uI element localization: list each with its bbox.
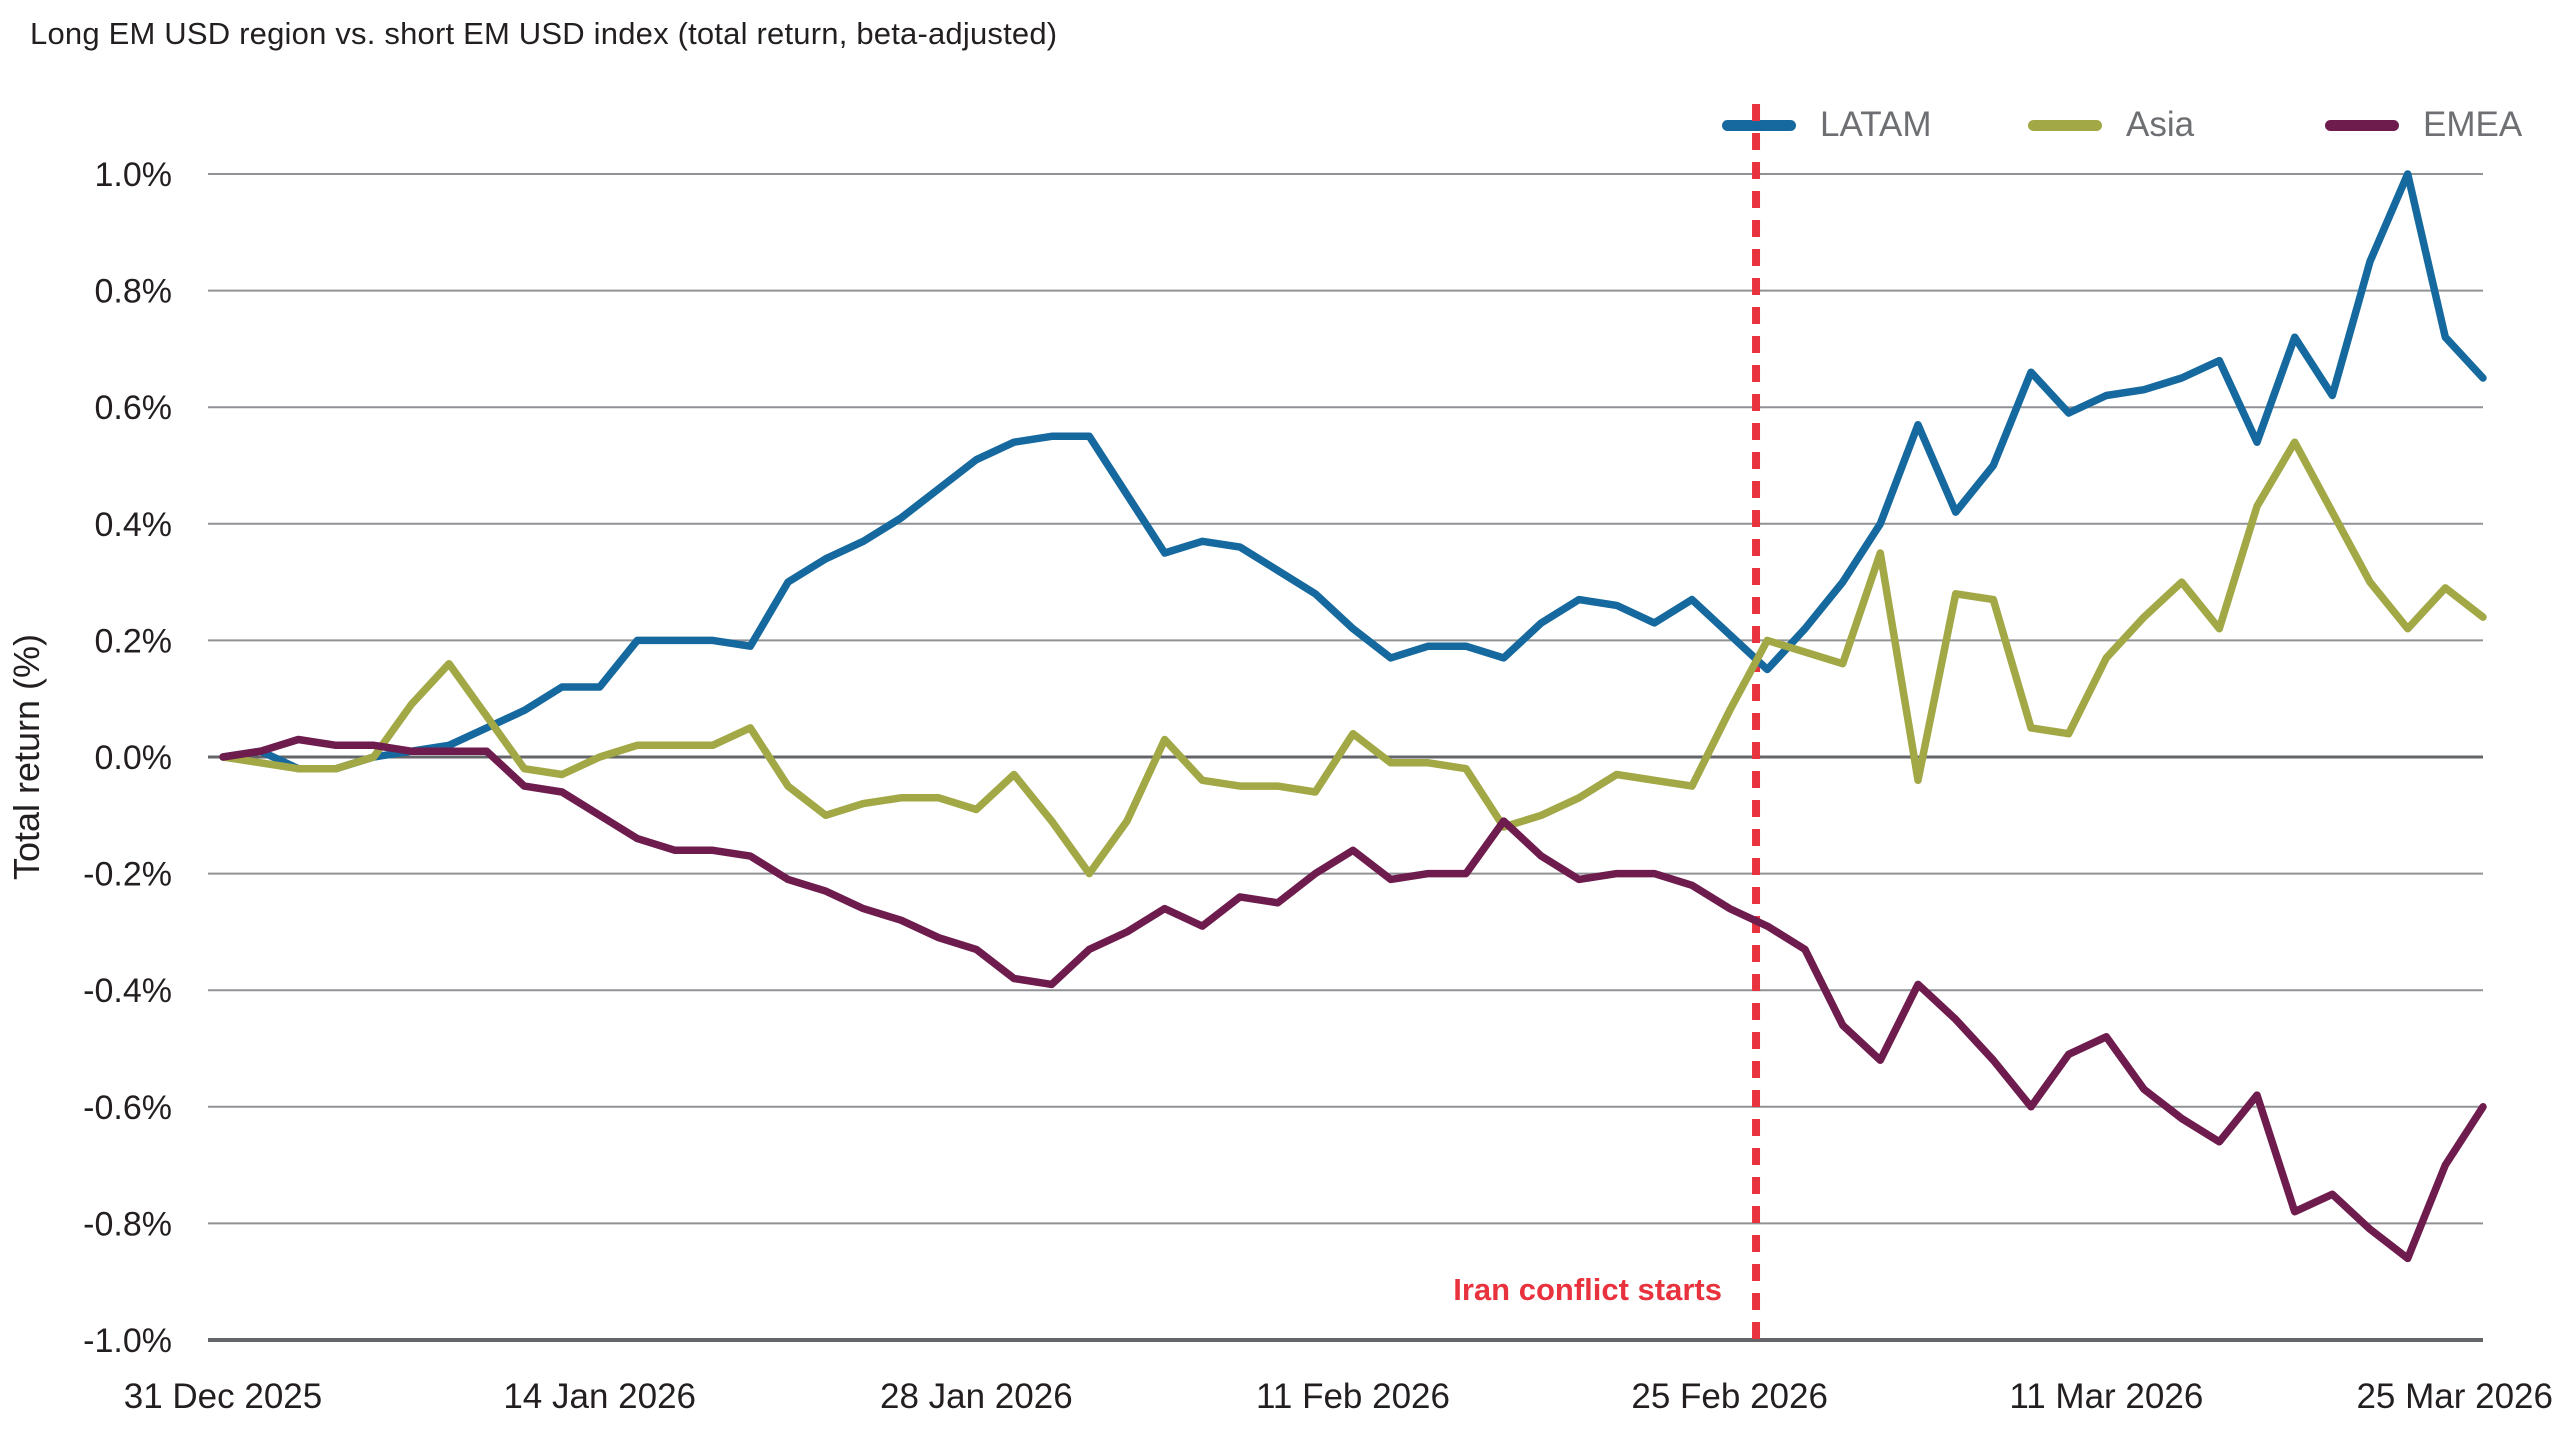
x-tick-label: 25 Feb 2026 [1631,1377,1828,1416]
y-tick-label: 0.8% [95,273,173,311]
x-tick-label: 11 Feb 2026 [1256,1377,1450,1416]
y-tick-label: 0.2% [95,622,173,660]
legend-label-emea: EMEA [2423,105,2523,144]
legend-label-asia: Asia [2126,105,2195,144]
chart-title: Long EM USD region vs. short EM USD inde… [30,16,1058,51]
legend-item-asia: Asia [2028,103,2194,147]
series-line-emea [219,735,2487,1263]
legend-swatch-emea-icon [2325,119,2399,131]
y-tick-label: -0.4% [83,972,172,1010]
y-tick-label: -0.8% [83,1205,172,1243]
x-tick-label: 25 Mar 2026 [2356,1377,2553,1416]
y-tick-label: 0.4% [95,506,173,544]
y-tick-label: 0.0% [95,739,173,777]
y-tick-label: -0.2% [83,856,172,894]
x-tick-label: 11 Mar 2026 [2009,1377,2203,1416]
x-tick-label: 31 Dec 2025 [124,1377,322,1416]
y-tick-label: -0.6% [83,1089,172,1127]
legend-item-emea: EMEA [2325,103,2522,147]
series-line-asia [219,438,2487,878]
legend: LATAM Asia EMEA [0,103,2560,147]
x-tick-label: 14 Jan 2026 [503,1377,696,1416]
legend-label-latam: LATAM [1820,105,1932,144]
legend-item-latam: LATAM [1722,103,1932,147]
legend-swatch-asia-icon [2028,119,2102,131]
series-line-latam [219,170,2487,773]
y-tick-label: -1.0% [83,1322,172,1360]
legend-swatch-latam-icon [1722,119,1796,131]
y-tick-label: 0.6% [95,389,173,427]
y-tick-label: 1.0% [95,156,173,194]
x-tick-label: 28 Jan 2026 [880,1377,1073,1416]
event-annotation: Iran conflict starts [1453,1272,1722,1307]
